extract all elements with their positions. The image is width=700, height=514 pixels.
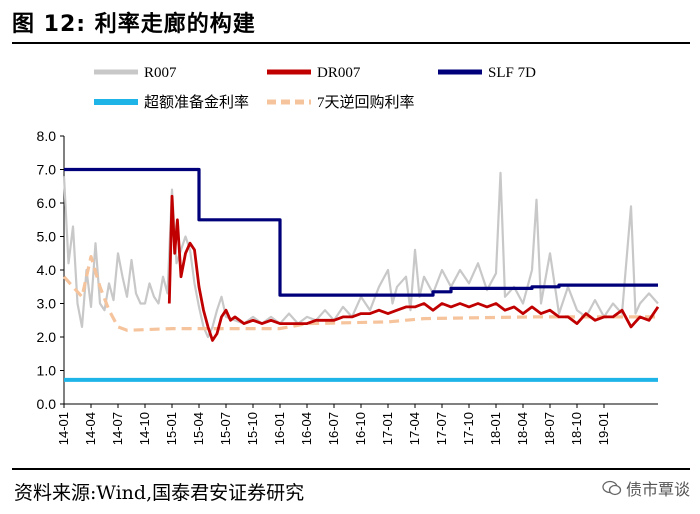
x-tick-label: 17-04 xyxy=(407,412,422,445)
x-tick-label: 16-04 xyxy=(299,412,314,445)
series-line-1 xyxy=(167,194,660,342)
x-tick-label: 19-01 xyxy=(596,412,611,445)
x-tick-label: 16-10 xyxy=(353,412,368,445)
x-tick-label: 16-07 xyxy=(326,412,341,445)
legend-label-2: SLF 7D xyxy=(488,65,536,81)
y-tick-label: 0.0 xyxy=(37,396,57,412)
series-line-4 xyxy=(62,255,658,332)
legend-label-0: R007 xyxy=(144,65,177,81)
x-tick-label: 18-10 xyxy=(569,412,584,445)
x-tick-label: 16-01 xyxy=(272,412,287,445)
x-tick-label: 17-01 xyxy=(380,412,395,445)
watermark-text: 债市覃谈 xyxy=(625,480,690,499)
y-tick-label: 8.0 xyxy=(37,128,57,144)
x-tick-label: 15-10 xyxy=(245,412,260,445)
title-bar: 图 12: 利率走廊的构建 xyxy=(0,0,700,46)
series-group xyxy=(62,167,660,382)
y-tick-label: 7.0 xyxy=(37,162,57,178)
y-tick-label: 6.0 xyxy=(37,195,57,211)
x-tick-label: 17-10 xyxy=(461,412,476,445)
series-line-0 xyxy=(62,171,659,339)
x-tick-label: 15-04 xyxy=(191,412,206,445)
x-tick-label: 18-01 xyxy=(488,412,503,445)
x-tick-label: 17-07 xyxy=(434,412,449,445)
x-tick-label: 14-01 xyxy=(56,412,71,445)
source-note: 资料来源:Wind,国泰君安证券研究 xyxy=(14,482,305,504)
legend: R007 DR007 SLF 7D 超额准备金利率 7天逆回购利率 xyxy=(94,65,536,111)
watermark: 债市覃谈 xyxy=(602,476,690,500)
y-tick-label: 5.0 xyxy=(37,229,57,245)
x-tick-label: 18-04 xyxy=(515,412,530,445)
x-tick-label: 14-07 xyxy=(110,412,125,445)
y-tick-label: 3.0 xyxy=(37,296,57,312)
footer-rule xyxy=(12,468,690,470)
rate-corridor-chart: R007 DR007 SLF 7D 超额准备金利率 7天逆回购利率 0.0 1.0 2.0 3… xyxy=(37,65,660,445)
x-tick-label: 18-07 xyxy=(542,412,557,445)
series-line-2 xyxy=(64,167,658,297)
wechat-icon xyxy=(602,480,622,496)
legend-label-3: 超额准备金利率 xyxy=(144,94,249,111)
title-rule xyxy=(12,42,690,44)
x-tick-label: 15-01 xyxy=(164,412,179,445)
y-tick-label: 1.0 xyxy=(37,363,57,379)
x-tick-label: 15-07 xyxy=(218,412,233,445)
figure-title: 图 12: 利率走廊的构建 xyxy=(12,12,256,37)
y-tick-label: 4.0 xyxy=(37,262,57,278)
x-tick-label: 14-04 xyxy=(83,412,98,445)
legend-label-4: 7天逆回购利率 xyxy=(317,94,415,111)
y-tick-label: 2.0 xyxy=(37,329,57,345)
x-tick-label: 14-10 xyxy=(137,412,152,445)
legend-label-1: DR007 xyxy=(317,65,361,81)
